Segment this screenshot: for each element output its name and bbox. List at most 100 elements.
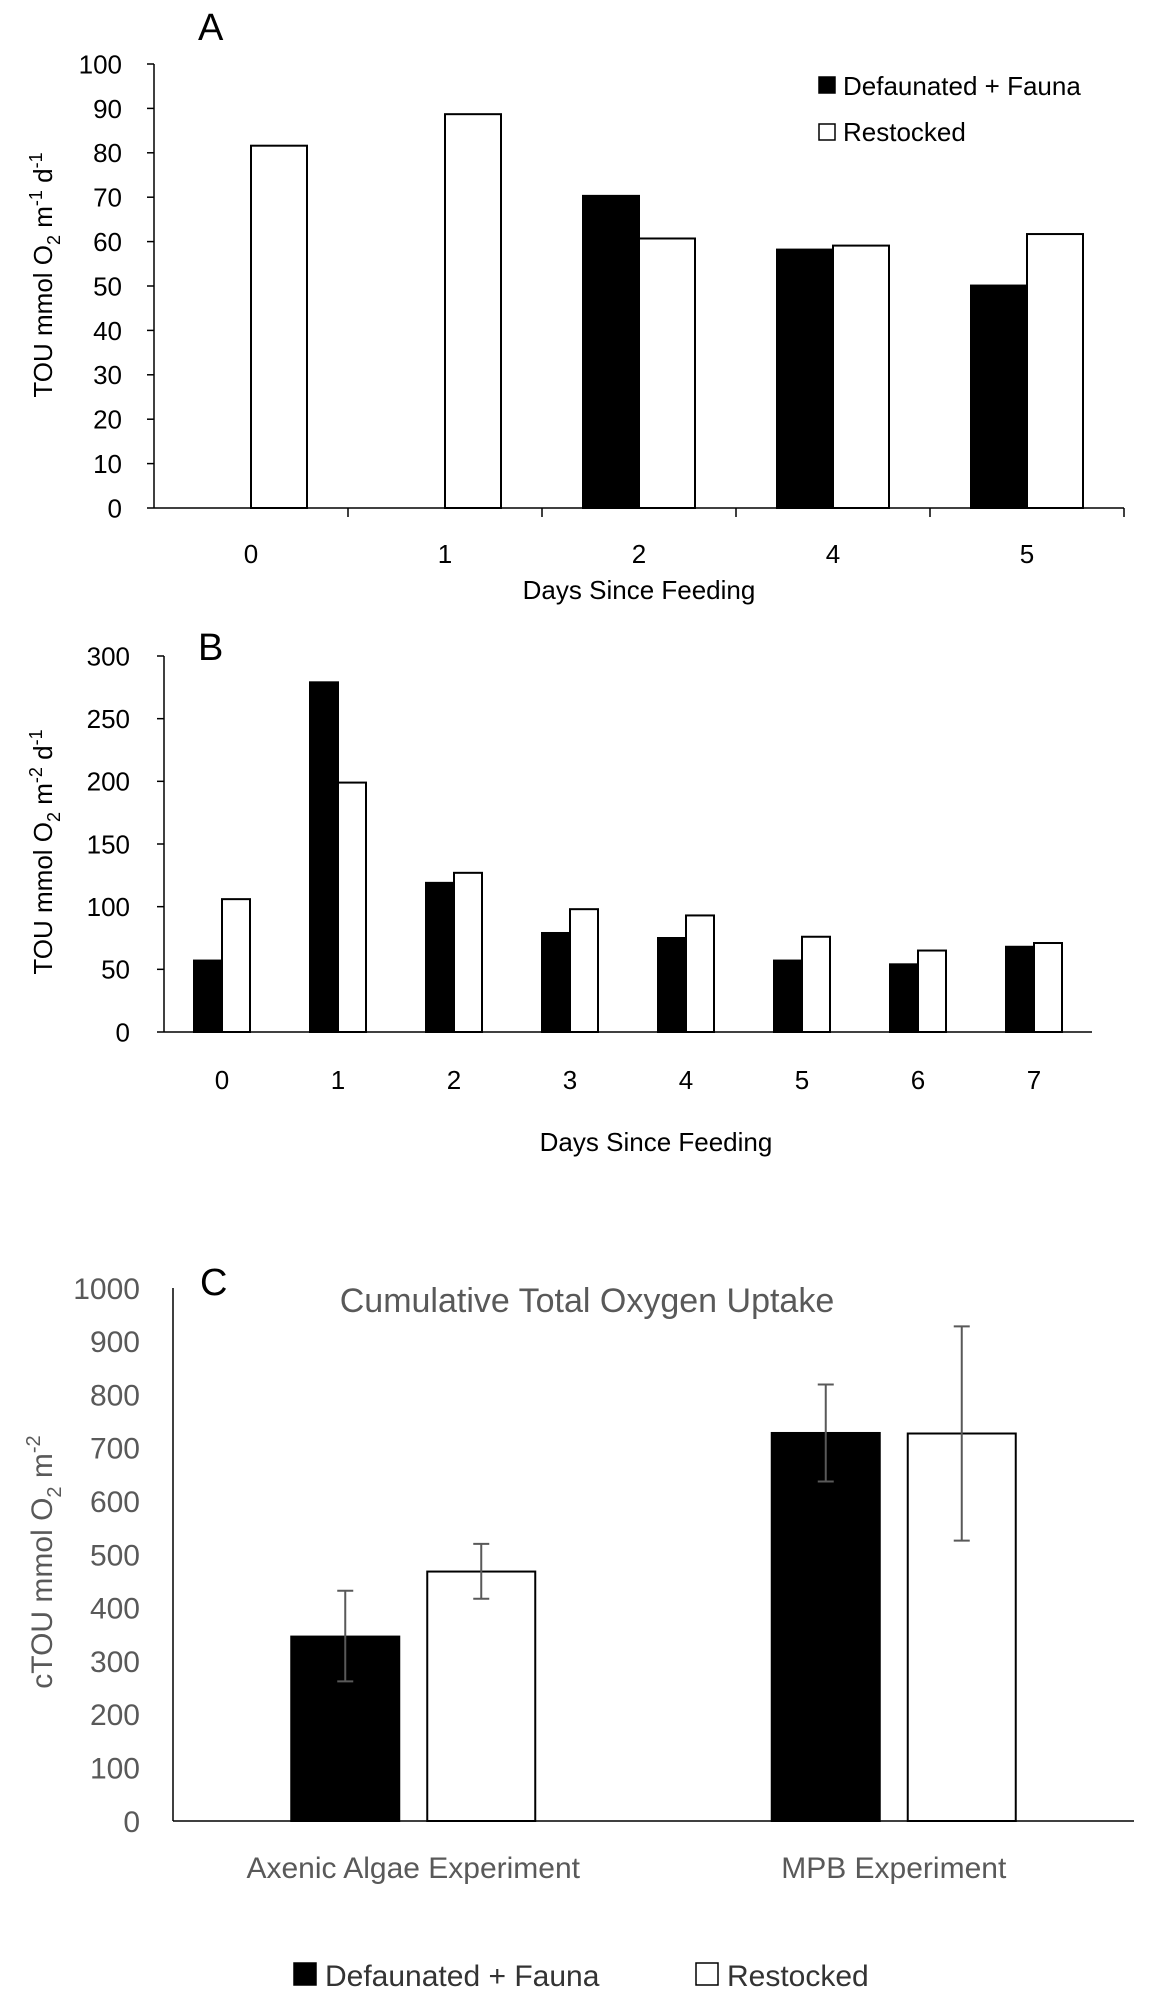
panel-b-axes xyxy=(163,656,1092,1033)
panel-c-letter: C xyxy=(200,1262,227,1304)
x-tick-label: 6 xyxy=(911,1065,925,1095)
panel-c-title: Cumulative Total Oxygen Uptake xyxy=(340,1282,835,1320)
y-tick-label: 60 xyxy=(93,227,122,257)
panel-c-legend-label-defaunated: Defaunated + Fauna xyxy=(325,1960,600,1993)
bar-defaunated-fauna xyxy=(193,959,223,1033)
panel-a-axes xyxy=(153,64,1124,509)
panel-a: A 0 10 20 30 40 50 60 70 80 90 100 0 1 2 4 5 Days Sinc… xyxy=(26,7,1125,605)
panel-c-legend: Defaunated + Fauna Restocked xyxy=(293,1960,869,1993)
y-tick-label: 200 xyxy=(90,1699,140,1732)
bar-restocked xyxy=(917,949,947,1033)
panel-c-axes xyxy=(172,1288,1134,1822)
bar-defaunated-fauna xyxy=(770,1431,881,1822)
panel-c-y-ticks: 0 100 200 300 400 500 600 700 800 900 1000 xyxy=(73,1273,140,1839)
bar-defaunated-fauna xyxy=(1005,945,1035,1033)
y-tick-label: 300 xyxy=(87,641,130,671)
panel-b: B 0 50 100 150 200 250 300 0 1 2 3 4 5 6 7 Days Since… xyxy=(26,627,1092,1157)
x-tick-label: 1 xyxy=(331,1065,345,1095)
x-tick-label: MPB Experiment xyxy=(781,1852,1007,1885)
y-tick-label: 800 xyxy=(90,1379,140,1412)
bar-restocked xyxy=(569,908,599,1034)
panel-a-bars xyxy=(250,113,1084,509)
x-tick-label: Axenic Algae Experiment xyxy=(246,1852,580,1885)
bar-restocked xyxy=(685,914,715,1033)
bar-defaunated-fauna xyxy=(970,284,1028,509)
bar-defaunated-fauna xyxy=(309,681,339,1033)
y-tick-label: 500 xyxy=(90,1539,140,1572)
panel-c-x-ticks: Axenic Algae Experiment MPB Experiment xyxy=(246,1852,1006,1885)
y-tick-label: 0 xyxy=(108,493,122,523)
bar-restocked xyxy=(801,935,831,1033)
panel-a-y-axis-label: TOU mmol O2 m-1 d-1 xyxy=(26,152,64,397)
bar-defaunated-fauna xyxy=(773,959,803,1033)
panel-a-x-ticks: 0 1 2 4 5 xyxy=(244,508,1125,569)
y-tick-label: 600 xyxy=(90,1486,140,1519)
x-tick-label: 5 xyxy=(1020,539,1034,569)
x-tick-label: 4 xyxy=(679,1065,693,1095)
y-tick-label: 50 xyxy=(93,271,122,301)
bar-restocked xyxy=(638,237,696,509)
panel-c-error-bars xyxy=(337,1325,970,1683)
x-tick-label: 4 xyxy=(826,539,840,569)
y-tick-label: 0 xyxy=(116,1017,130,1047)
bar-defaunated-fauna xyxy=(889,963,919,1034)
bar-restocked xyxy=(1026,233,1084,509)
x-tick-label: 2 xyxy=(447,1065,461,1095)
y-tick-label: 250 xyxy=(87,704,130,734)
panel-c: C Cumulative Total Oxygen Uptake 0 100 200… xyxy=(23,1262,1134,1993)
bar-restocked xyxy=(1033,942,1063,1033)
y-tick-label: 200 xyxy=(87,767,130,797)
y-tick-label: 20 xyxy=(93,405,122,435)
y-tick-label: 300 xyxy=(90,1646,140,1679)
bar-defaunated-fauna xyxy=(776,248,834,509)
panel-a-x-axis-label: Days Since Feeding xyxy=(523,575,756,605)
y-tick-label: 30 xyxy=(93,360,122,390)
bar-defaunated-fauna xyxy=(541,931,571,1034)
x-tick-label: 5 xyxy=(795,1065,809,1095)
panel-a-y-ticks: 0 10 20 30 40 50 60 70 80 90 100 xyxy=(79,49,154,523)
panel-b-x-axis-label: Days Since Feeding xyxy=(540,1127,773,1157)
y-tick-label: 90 xyxy=(93,94,122,124)
panel-b-y-ticks: 0 50 100 150 200 250 300 xyxy=(87,641,164,1047)
bar-restocked xyxy=(426,1570,537,1823)
panel-b-bars xyxy=(193,681,1063,1034)
panel-a-legend-label-defaunated: Defaunated + Fauna xyxy=(843,71,1081,101)
y-tick-label: 10 xyxy=(93,449,122,479)
x-tick-label: 3 xyxy=(563,1065,577,1095)
bar-restocked xyxy=(444,113,502,509)
bar-restocked xyxy=(250,144,308,509)
y-tick-label: 900 xyxy=(90,1326,140,1359)
bar-defaunated-fauna xyxy=(582,194,640,509)
y-tick-label: 400 xyxy=(90,1593,140,1626)
x-tick-label: 7 xyxy=(1027,1065,1041,1095)
y-tick-label: 50 xyxy=(101,955,130,985)
y-tick-label: 100 xyxy=(79,49,122,79)
y-tick-label: 100 xyxy=(90,1753,140,1786)
bar-restocked xyxy=(221,898,251,1033)
panel-c-legend-label-restocked: Restocked xyxy=(727,1960,869,1993)
panel-b-y-axis-label: TOU mmol O2 m-2 d-1 xyxy=(26,729,64,974)
x-tick-label: 2 xyxy=(632,539,646,569)
y-tick-label: 70 xyxy=(93,183,122,213)
bar-restocked xyxy=(832,244,890,509)
bar-restocked xyxy=(337,781,367,1033)
y-tick-label: 150 xyxy=(87,829,130,859)
y-tick-label: 1000 xyxy=(73,1273,140,1306)
panel-c-legend-swatch-defaunated xyxy=(293,1962,317,1986)
panel-c-bars xyxy=(290,1431,1017,1823)
panel-c-legend-swatch-restocked xyxy=(695,1962,719,1986)
y-tick-label: 80 xyxy=(93,138,122,168)
panel-b-letter: B xyxy=(198,627,223,669)
bar-restocked xyxy=(453,871,483,1033)
y-tick-label: 0 xyxy=(123,1806,140,1839)
panel-a-legend-label-restocked: Restocked xyxy=(843,117,966,147)
panel-a-legend-swatch-defaunated xyxy=(818,76,836,94)
panel-b-x-ticks: 0 1 2 3 4 5 6 7 xyxy=(215,1065,1041,1095)
y-tick-label: 40 xyxy=(93,316,122,346)
y-tick-label: 700 xyxy=(90,1433,140,1466)
panel-a-legend-swatch-restocked xyxy=(818,123,836,141)
panel-c-y-axis-label: cTOU mmol O2 m-2 xyxy=(23,1435,66,1688)
y-tick-label: 100 xyxy=(87,892,130,922)
x-tick-label: 0 xyxy=(244,539,258,569)
